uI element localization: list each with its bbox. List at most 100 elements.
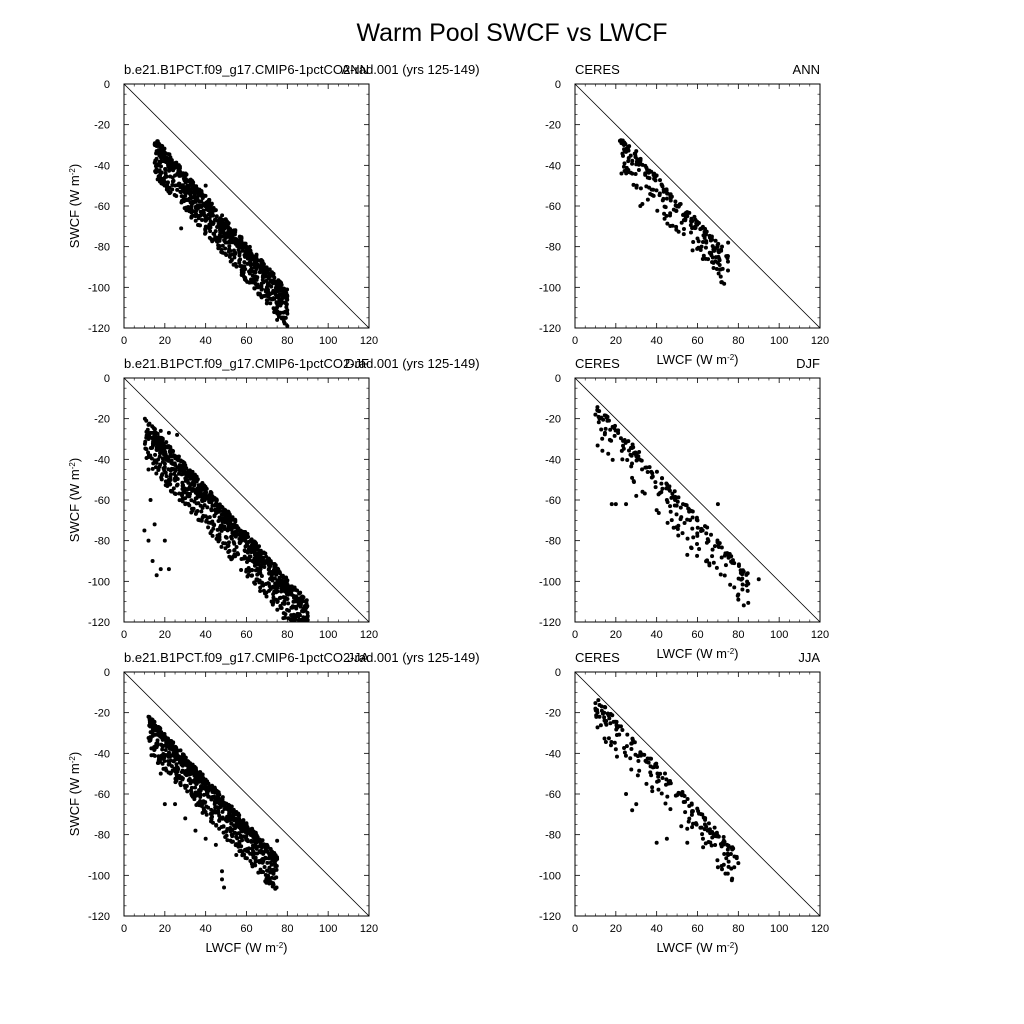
data-point <box>284 582 289 587</box>
data-point <box>704 824 709 829</box>
data-point <box>704 239 709 244</box>
data-point <box>210 211 215 216</box>
data-point <box>187 188 192 193</box>
data-point <box>189 793 194 798</box>
data-point <box>203 231 208 236</box>
data-point <box>271 306 276 311</box>
data-point <box>207 201 212 206</box>
y-tick-label: -100 <box>539 282 561 294</box>
data-point <box>278 605 283 610</box>
data-point <box>249 573 254 578</box>
data-point <box>161 743 166 748</box>
data-point <box>232 533 237 538</box>
data-point <box>715 865 720 870</box>
data-point <box>279 301 284 306</box>
data-point <box>596 698 601 703</box>
data-point <box>250 280 255 285</box>
data-point <box>167 152 172 157</box>
x-tick-label: 40 <box>651 923 663 935</box>
data-point <box>284 292 289 297</box>
data-point <box>217 233 222 238</box>
data-point <box>665 191 670 196</box>
data-point <box>176 454 181 459</box>
y-axis-label: SWCF (W m-2) <box>67 458 82 542</box>
data-point <box>178 776 183 781</box>
data-point <box>203 224 208 229</box>
data-point <box>657 178 662 183</box>
data-point <box>662 771 667 776</box>
data-point <box>710 547 715 552</box>
data-point <box>211 786 216 791</box>
data-point <box>150 731 155 735</box>
data-point <box>230 515 235 520</box>
data-point <box>695 525 700 530</box>
data-point <box>226 550 231 555</box>
data-point <box>707 561 712 566</box>
x-tick-label: 80 <box>281 923 293 935</box>
data-point <box>212 802 217 807</box>
data-point <box>599 427 604 432</box>
data-point <box>746 600 751 605</box>
data-point <box>650 785 655 790</box>
y-tick-label: -40 <box>545 160 561 172</box>
data-point <box>694 541 699 546</box>
data-point <box>208 819 213 824</box>
data-point <box>609 740 614 745</box>
data-point <box>650 474 655 479</box>
x-tick-label: 0 <box>572 923 578 935</box>
data-point <box>197 770 202 775</box>
data-point <box>271 592 276 597</box>
data-point <box>628 756 633 761</box>
data-point <box>690 825 695 830</box>
data-point <box>220 243 225 248</box>
data-point <box>286 601 291 606</box>
data-point <box>267 571 272 576</box>
data-point <box>219 217 224 222</box>
data-point <box>704 531 709 536</box>
data-point <box>700 257 705 262</box>
data-point <box>266 880 271 885</box>
data-point <box>729 554 734 559</box>
data-point <box>662 211 667 216</box>
data-point <box>708 840 713 845</box>
data-point <box>162 183 167 188</box>
data-point <box>211 526 216 531</box>
data-point <box>150 559 155 563</box>
data-point <box>599 704 604 709</box>
data-point <box>164 157 169 162</box>
data-point <box>250 826 255 831</box>
data-point <box>174 193 179 198</box>
data-point <box>215 527 220 532</box>
data-point <box>149 724 154 729</box>
y-tick-label: 0 <box>104 79 110 91</box>
data-point <box>634 493 639 498</box>
data-point <box>154 149 159 154</box>
data-point <box>688 230 693 235</box>
data-point <box>668 509 673 514</box>
data-point <box>721 834 726 839</box>
data-point <box>609 502 614 507</box>
data-point <box>657 193 662 198</box>
data-point <box>196 216 201 221</box>
data-point <box>626 439 631 444</box>
data-point <box>285 607 290 612</box>
data-point <box>732 561 737 566</box>
data-point <box>203 490 208 495</box>
data-point <box>207 515 212 520</box>
data-point <box>656 510 661 515</box>
x-tick-label: 60 <box>691 923 703 935</box>
data-point <box>678 505 683 510</box>
data-point <box>256 264 261 269</box>
data-point <box>257 270 262 275</box>
data-point <box>301 609 306 614</box>
data-point <box>603 705 608 710</box>
data-point <box>238 848 243 853</box>
data-point <box>275 607 280 612</box>
data-point <box>274 572 279 577</box>
data-point <box>148 720 153 725</box>
data-point <box>167 191 172 196</box>
data-point <box>654 840 659 845</box>
data-point <box>226 510 231 515</box>
data-point <box>162 538 167 543</box>
data-point <box>162 176 167 181</box>
